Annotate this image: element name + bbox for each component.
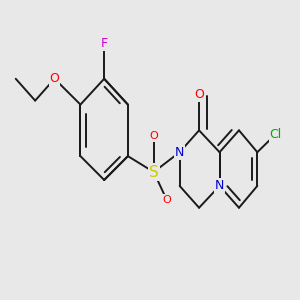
Text: F: F	[100, 37, 108, 50]
Text: O: O	[162, 195, 171, 205]
Text: Cl: Cl	[269, 128, 282, 141]
Text: O: O	[194, 88, 204, 101]
Text: O: O	[149, 131, 158, 141]
Text: S: S	[149, 164, 159, 179]
Text: N: N	[175, 146, 184, 159]
Text: O: O	[50, 72, 59, 85]
Text: N: N	[215, 179, 224, 192]
